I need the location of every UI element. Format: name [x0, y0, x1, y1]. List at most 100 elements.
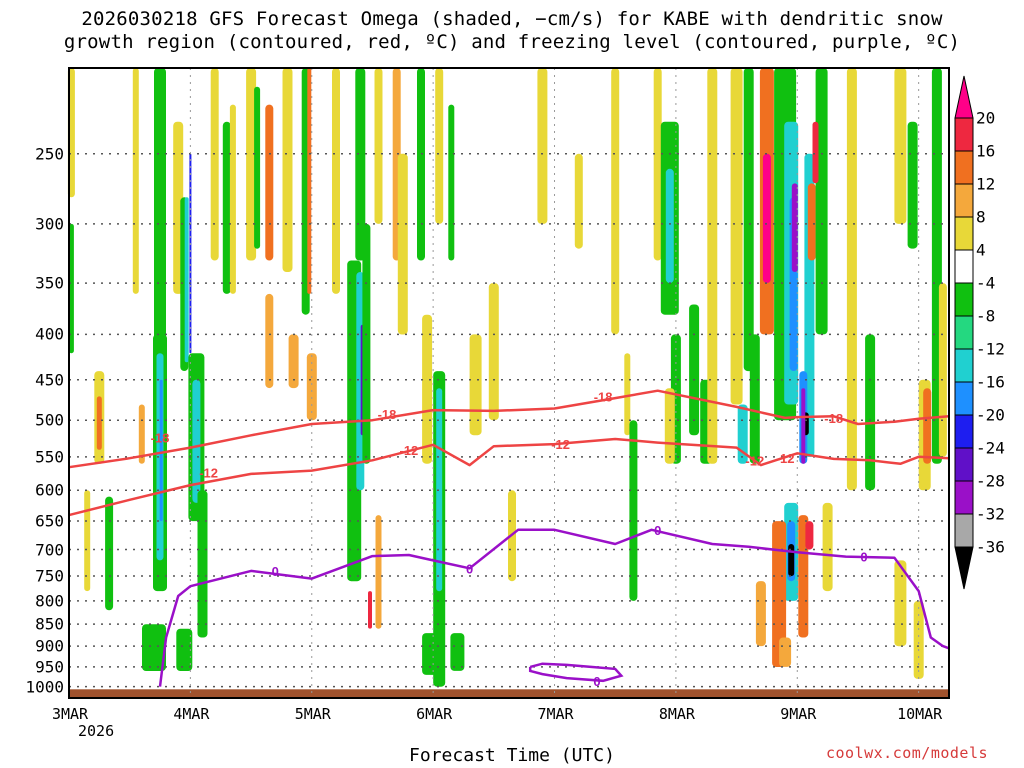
colorbar-segment: [954, 150, 974, 185]
y-tick-label: 550: [35, 447, 64, 467]
omega-shading: [67, 68, 947, 687]
omega-streak: [923, 388, 932, 464]
omega-streak: [210, 68, 219, 261]
y-tick-label: 600: [35, 480, 64, 500]
x-tick-label: 3MAR: [51, 705, 89, 723]
omega-streak: [68, 223, 74, 354]
omega-streak: [865, 334, 876, 491]
omega-streak: [229, 104, 236, 294]
contour-line--18: [68, 389, 950, 469]
omega-streak: [132, 68, 139, 294]
omega-streak: [805, 521, 814, 550]
plot-frame: [68, 67, 950, 699]
omega-streak: [907, 121, 918, 249]
omega-streak: [755, 581, 766, 647]
contour-label: 0: [466, 561, 473, 576]
colorbar: [954, 75, 974, 590]
omega-streak: [246, 68, 257, 261]
colorbar-label: 16: [976, 141, 996, 161]
contour-label: 0: [272, 564, 279, 579]
omega-streak: [368, 591, 372, 629]
year-label: 2026: [78, 722, 115, 740]
colorbar-segment: [954, 183, 974, 218]
omega-streak: [154, 68, 166, 354]
omega-streak: [448, 104, 455, 261]
colorbar-bottom-arrow: [954, 546, 974, 590]
contour-label: -12: [400, 443, 419, 458]
omega-streak: [265, 104, 274, 261]
x-axis-title: Forecast Time (UTC): [409, 745, 615, 766]
omega-streak: [332, 68, 340, 294]
omega-streak: [189, 153, 192, 354]
contour-label: -18: [824, 411, 843, 426]
colorbar-segment: [954, 282, 974, 317]
colorbar-label: -8: [976, 306, 996, 326]
ground-terrain: [69, 689, 949, 698]
colorbar-label: 4: [976, 240, 986, 260]
colorbar-label: -24: [976, 438, 1005, 458]
y-tick-label: 800: [35, 591, 64, 611]
contour-label: -12: [199, 466, 218, 481]
site-link[interactable]: coolwx.com/models: [826, 744, 989, 762]
omega-streak: [779, 637, 792, 667]
omega-streak: [222, 121, 231, 294]
colorbar-label: 20: [976, 108, 996, 128]
omega-streak: [417, 68, 425, 261]
omega-streak: [913, 600, 924, 679]
contour-line-0: [158, 528, 950, 687]
omega-streak: [812, 121, 819, 184]
y-tick-label: 750: [35, 566, 64, 586]
colorbar-segment: [954, 348, 974, 383]
omega-streak: [846, 68, 857, 491]
omega-streak: [138, 404, 145, 464]
omega-streak: [192, 379, 201, 503]
omega-streak: [469, 334, 482, 436]
y-tick-label: 700: [35, 540, 64, 560]
colorbar-label: 8: [976, 207, 986, 227]
omega-streak: [435, 68, 444, 224]
colorbar-segment: [954, 216, 974, 251]
omega-streak: [894, 68, 907, 224]
contour-label: 0: [654, 523, 661, 538]
colorbar-label: -16: [976, 372, 1005, 392]
omega-streak: [307, 68, 312, 294]
colorbar-segment: [954, 513, 974, 548]
contour-label: 0: [860, 550, 867, 565]
omega-streak: [574, 153, 583, 249]
omega-streak: [288, 334, 299, 389]
y-tick-label: 400: [35, 324, 64, 344]
omega-streak: [938, 283, 947, 457]
omega-streak: [422, 314, 433, 464]
colorbar-segment: [954, 447, 974, 482]
omega-streak: [355, 68, 366, 261]
colorbar-top-arrow: [954, 75, 974, 119]
y-tick-label: 300: [35, 214, 64, 234]
omega-streak: [791, 183, 798, 272]
omega-streak: [265, 293, 274, 389]
contour-label: -12: [776, 451, 795, 466]
omega-streak: [142, 624, 166, 671]
y-tick-label: 850: [35, 614, 64, 634]
colorbar-label: -32: [976, 504, 1005, 524]
x-tick-label: 9MAR: [780, 705, 817, 723]
chart-title-line2: growth region (contoured, red, ºC) and f…: [63, 31, 961, 53]
omega-streak: [422, 633, 445, 675]
omega-streak: [537, 68, 548, 224]
omega-streak: [374, 68, 383, 224]
omega-streak: [624, 353, 631, 436]
omega-streak: [801, 388, 806, 464]
contour-label: -12: [551, 437, 570, 452]
omega-streak: [282, 68, 293, 272]
omega-streak: [689, 304, 700, 436]
colorbar-label: -36: [976, 537, 1005, 557]
omega-streak: [707, 68, 718, 464]
omega-streak: [629, 420, 638, 601]
omega-streak: [375, 515, 382, 629]
omega-streak: [96, 396, 102, 450]
omega-streak: [653, 68, 662, 261]
colorbar-segment: [954, 414, 974, 449]
contours: -18 -18 -18 -18 -12 -12 -12 -12 -12 0 0 0 0 0: [68, 389, 950, 689]
omega-streak: [743, 68, 754, 372]
omega-streak: [254, 86, 261, 249]
